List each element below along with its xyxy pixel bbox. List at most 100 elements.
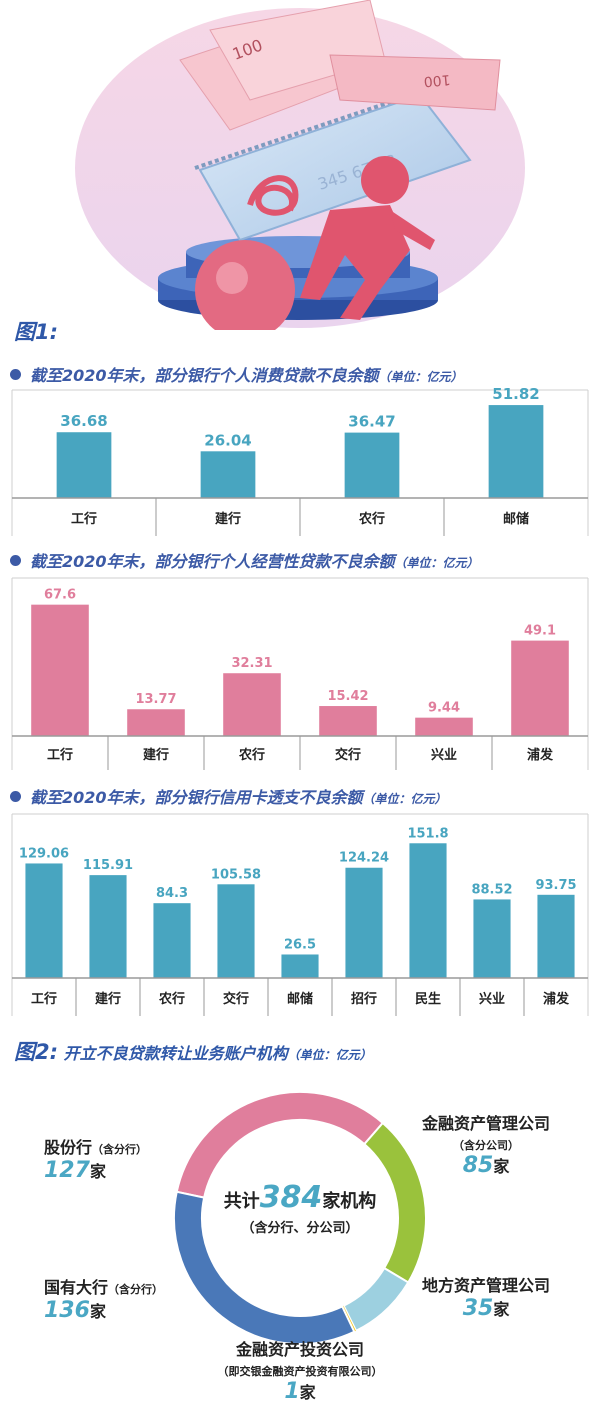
bar-7: [473, 899, 511, 978]
section1-unit: （单位：亿元）: [378, 370, 463, 384]
bar-4: [281, 954, 319, 978]
bar-5: [345, 867, 383, 978]
donut-slice-4: [173, 1190, 356, 1345]
section2-title-text: 截至2020年末，部分银行个人经营性贷款不良余额: [30, 552, 395, 571]
bar-value-label-1: 26.04: [204, 431, 251, 449]
label-guoyou-note: （含分行）: [108, 1283, 164, 1296]
chart-credit-card: 129.06 工行 115.91 建行 84.3 农行 105.58 交行 26.5 邮储 124.…: [0, 812, 600, 1018]
chart-consumer-loans-svg: 36.68 工行 26.04 建行 36.47 农行 51.82 邮储: [11, 388, 589, 536]
section3-unit: （单位：亿元）: [362, 792, 447, 806]
bar-value-label-3: 51.82: [492, 388, 539, 403]
figure2-unit: （单位：亿元）: [287, 1048, 372, 1062]
label-local-num: 35: [462, 1296, 494, 1321]
label-invest-note: （即交银金融资产投资有限公司）: [217, 1365, 383, 1378]
label-local: 地方资产管理公司 35家: [422, 1272, 550, 1321]
label-invest-num: 1: [284, 1379, 300, 1404]
chart-credit-card-svg: 129.06 工行 115.91 建行 84.3 农行 105.58 交行 26.5 邮储 124.…: [11, 813, 589, 1016]
label-gufen-name: 股份行: [44, 1138, 93, 1157]
bar-value-label-4: 9.44: [428, 701, 460, 716]
figure2-title: 图2: 开立不良贷款转让业务账户机构（单位：亿元）: [14, 1036, 372, 1066]
category-label-2: 农行: [238, 747, 265, 763]
bullet-dot-icon: [10, 369, 21, 380]
category-label-3: 交行: [223, 991, 249, 1007]
bar-0: [31, 604, 89, 736]
category-label-3: 邮储: [503, 511, 529, 527]
figure2-title-text: 开立不良贷款转让业务账户机构: [63, 1044, 288, 1063]
bar-2: [223, 673, 281, 736]
wallet-icon: [198, 93, 472, 242]
bar-2: [153, 903, 191, 978]
center-note: （含分行、分公司）: [241, 1221, 359, 1236]
banknote-icon: 100 100: [179, 0, 501, 131]
bar-value-label-3: 15.42: [327, 689, 368, 704]
bar-1: [127, 709, 185, 736]
label-guoyou: 国有大行（含分行） 136家: [44, 1274, 163, 1323]
center-prefix: 共计: [223, 1191, 260, 1212]
center-total: 384: [259, 1180, 323, 1215]
bar-0: [56, 432, 112, 498]
bar-value-label-2: 36.47: [348, 413, 395, 431]
bar-value-label-6: 151.8: [407, 826, 448, 841]
label-gufen: 股份行（含分行） 127家: [44, 1134, 147, 1183]
label-amc-note: （含分公司）: [453, 1139, 519, 1152]
section2-unit: （单位：亿元）: [394, 556, 479, 570]
bullet-dot-icon: [10, 555, 21, 566]
bar-value-label-8: 93.75: [535, 878, 576, 893]
bar-value-label-1: 115.91: [83, 858, 133, 873]
category-label-7: 兴业: [479, 991, 505, 1007]
section2-title: 截至2020年末，部分银行个人经营性贷款不良余额（单位：亿元）: [10, 548, 479, 572]
label-amc-unit: 家: [493, 1157, 510, 1176]
category-label-5: 招行: [351, 991, 377, 1007]
donut-center-text: 共计384家机构 （含分行、分公司）: [202, 1180, 398, 1236]
bar-value-label-4: 26.5: [284, 937, 316, 952]
bar-1: [200, 451, 256, 498]
bar-8: [537, 894, 575, 978]
bar-value-label-5: 49.1: [524, 624, 556, 639]
category-label-1: 建行: [95, 991, 121, 1007]
label-guoyou-name: 国有大行: [44, 1278, 109, 1297]
label-amc-name: 金融资产管理公司: [422, 1114, 551, 1133]
bar-value-label-0: 129.06: [19, 846, 69, 861]
bar-value-label-2: 84.3: [156, 886, 188, 901]
section3-title-text: 截至2020年末，部分银行信用卡透支不良余额: [30, 788, 363, 807]
label-invest-unit: 家: [299, 1383, 316, 1402]
label-gufen-note: （含分行）: [92, 1143, 148, 1156]
chart-business-loans: 67.6 工行 13.77 建行 32.31 农行 15.42 交行 9.44 兴业 49.1 浦发: [0, 576, 600, 772]
bar-value-label-0: 36.68: [60, 412, 107, 430]
svg-text:100: 100: [423, 71, 451, 89]
label-guoyou-unit: 家: [89, 1302, 106, 1321]
category-label-0: 工行: [31, 991, 57, 1007]
bar-1: [89, 875, 127, 978]
bar-value-label-1: 13.77: [135, 692, 176, 707]
label-gufen-unit: 家: [89, 1162, 106, 1181]
figure1-label: 图1:: [14, 320, 59, 344]
section1-title-text: 截至2020年末，部分银行个人消费贷款不良余额: [30, 366, 379, 385]
category-label-6: 民生: [415, 991, 441, 1007]
chart-business-loans-svg: 67.6 工行 13.77 建行 32.31 农行 15.42 交行 9.44 兴业 49.1 浦发: [11, 577, 589, 770]
bullet-dot-icon: [10, 791, 21, 802]
bar-value-label-3: 105.58: [211, 867, 261, 882]
donut-chart-svg: [173, 1091, 427, 1345]
category-label-3: 交行: [335, 747, 361, 763]
category-label-2: 农行: [358, 511, 385, 527]
bar-3: [217, 884, 255, 978]
bar-value-label-2: 32.31: [231, 656, 272, 671]
label-invest-name: 金融资产投资公司: [235, 1340, 364, 1359]
bar-6: [409, 843, 447, 978]
bar-value-label-5: 124.24: [339, 851, 389, 866]
bar-4: [415, 717, 473, 736]
category-label-1: 建行: [215, 511, 241, 527]
label-guoyou-num: 136: [44, 1298, 90, 1323]
category-label-0: 工行: [47, 747, 73, 763]
category-label-4: 邮储: [287, 991, 313, 1007]
category-label-0: 工行: [71, 511, 97, 527]
bar-value-label-0: 67.6: [44, 588, 76, 603]
category-label-8: 浦发: [543, 991, 570, 1007]
bar-0: [25, 863, 63, 978]
label-invest: 金融资产投资公司 （即交银金融资产投资有限公司） 1家: [190, 1336, 410, 1404]
chart-consumer-loans: 36.68 工行 26.04 建行 36.47 农行 51.82 邮储: [0, 388, 600, 538]
bar-value-label-7: 88.52: [471, 882, 512, 897]
category-label-4: 兴业: [431, 747, 457, 763]
category-label-5: 浦发: [527, 747, 554, 763]
hero-illustration: 345 67 38 100 100: [75, 0, 525, 330]
